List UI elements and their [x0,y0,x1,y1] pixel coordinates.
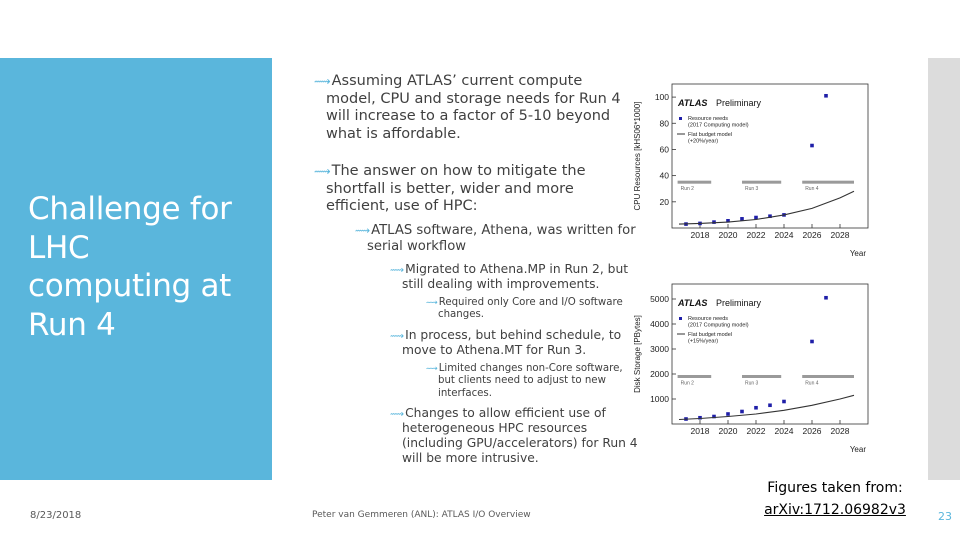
budget-curve [678,394,855,421]
y-tick-label: 4000 [650,319,669,329]
run-band [802,375,854,378]
y-tick-label: 100 [655,92,669,102]
data-point [712,220,716,224]
x-tick-label: 2020 [719,230,738,240]
x-tick-label: 2024 [775,426,794,436]
x-axis-title: Year [850,249,867,258]
y-tick-label: 20 [660,197,670,207]
chart-brand: ATLAS [677,98,707,108]
y-tick-label: 2000 [650,369,669,379]
run-label: Run 2 [681,186,695,192]
data-point [698,415,702,420]
run-band [742,375,782,378]
legend-text: Resource needs [688,316,728,322]
data-point [782,399,786,404]
data-point [726,219,730,223]
bullet-marker-icon: ⟿ [426,363,438,373]
legend-text: (2017 Computing model) [688,323,749,329]
disk-chart: 1000 2000 3000 4000 5000 2018 2020 2022 2024 2026… [633,283,869,454]
x-tick-label: 2026 [803,426,822,436]
x-tick-label: 2028 [831,426,850,436]
x-tick-label: 2024 [775,230,794,240]
arxiv-link[interactable]: arXiv:1712.06982v3 [764,502,906,518]
x-axis-title: Year [850,445,867,454]
y-tick-label: 3000 [650,344,669,354]
data-point [712,414,716,419]
data-point [824,295,828,300]
legend-text: Resource needs [688,116,728,122]
y-tick-label: 40 [660,171,670,181]
bullet-marker-icon: ⟿ [355,225,371,237]
bullet-item: ⟿Assuming ATLAS’ current compute model, … [314,73,621,143]
chart-subtitle: Preliminary [716,298,762,308]
legend-marker [679,317,682,320]
run-label: Run 2 [681,381,695,387]
data-point [810,143,814,148]
x-tick-label: 2018 [691,426,710,436]
figure-source-label: Figures taken from: [767,480,903,496]
run-band [677,180,712,184]
bullet-item: ⟿Limited changes non-Core software, but … [426,363,623,399]
chart-subtitle: Preliminary [716,98,762,108]
run-label: Run 3 [745,186,759,192]
bullet-marker-icon: ⟿ [314,74,331,88]
bullet-marker-icon: ⟿ [390,409,405,420]
y-tick-label: 60 [660,144,670,154]
bullet-item: ⟿The answer on how to mitigate the short… [314,163,586,215]
y-axis-title: CPU Resources [kHS06*1000] [633,102,642,211]
run-band [742,180,782,184]
title-panel [0,58,272,480]
y-tick-label: 80 [660,118,670,128]
chart-brand: ATLAS [677,298,707,308]
bullet-item: ⟿ATLAS software, Athena, was written for… [355,223,636,255]
x-tick-label: 2028 [831,230,850,240]
x-tick-label: 2018 [691,230,710,240]
data-point [754,405,758,410]
bullet-marker-icon: ⟿ [390,331,405,342]
legend-text: Flat budget model [688,132,732,138]
y-tick-label: 5000 [650,294,669,304]
bullet-item: ⟿Migrated to Athena.MP in Run 2, but sti… [390,262,629,291]
run-band [677,375,712,378]
data-point [810,339,814,344]
bullet-item: ⟿In process, but behind schedule, to mov… [390,328,622,357]
budget-curve [678,190,855,225]
plot-frame [671,283,869,425]
data-point [768,403,772,408]
run-label: Run 3 [745,381,759,387]
x-tick-label: 2020 [719,426,738,436]
data-point [740,409,744,414]
bullet-marker-icon: ⟿ [426,297,438,307]
legend-text: (+15%/year) [688,339,718,345]
run-label: Run 4 [805,381,819,387]
bullet-marker-icon: ⟿ [390,265,405,276]
slide-title: Challenge for LHC computing at Run 4 [28,191,232,343]
plot-frame [671,83,869,229]
run-label: Run 4 [805,186,819,192]
footer-date: 8/23/2018 [30,510,82,521]
bullet-item: ⟿Changes to allow efficient use of heter… [390,406,638,465]
data-point [726,412,730,416]
x-tick-label: 2022 [747,426,766,436]
legend-text: Flat budget model [688,332,732,338]
data-point [768,214,772,219]
figure-source: Figures taken from: arXiv:1712.06982v3 [745,477,925,521]
footer-presenter: Peter van Gemmeren (ANL): ATLAS I/O Over… [312,510,531,520]
page-number: 23 [938,510,952,523]
bullet-item: ⟿Required only Core and I/O software cha… [426,297,623,321]
x-tick-label: 2022 [747,230,766,240]
data-point [754,215,758,220]
legend-marker [679,117,682,120]
data-point [740,217,744,221]
bullet-marker-icon: ⟿ [314,164,331,178]
right-decor-strip [928,58,960,480]
data-point [824,93,828,98]
y-tick-label: 1000 [650,394,669,404]
x-tick-label: 2026 [803,230,822,240]
legend-text: (2017 Computing model) [688,123,749,129]
legend-text: (+20%/year) [688,139,718,145]
y-axis-title: Disk Storage [PBytes] [633,315,642,393]
run-band [802,180,854,184]
